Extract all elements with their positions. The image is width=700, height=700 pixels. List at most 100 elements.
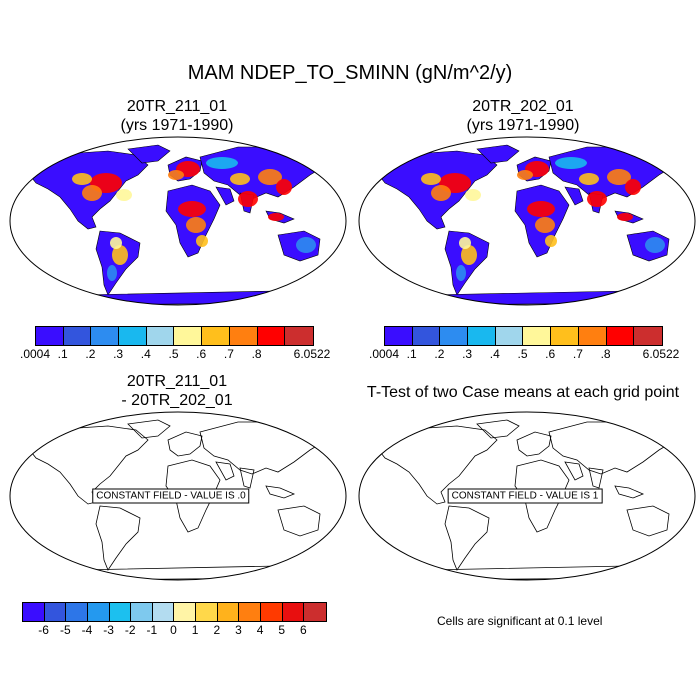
deposition-region [535,217,555,233]
colorbar-swatch [109,603,132,621]
colorbar-swatch [523,327,552,345]
colorbar-tick-label: 6.0522 [293,347,331,361]
continent-outline [27,425,149,505]
colorbar-tick-label: 6 [300,623,307,637]
colorbar-swatch [63,327,92,345]
map-border [358,411,696,581]
deposition-region [112,245,128,265]
continent-outline [548,421,680,475]
colorbar-tick-label: .1 [406,347,417,361]
colorbar-tick-label: 5 [278,623,286,637]
deposition-region [431,185,451,201]
colorbar-tick-label: .7 [223,347,234,361]
colorbar-swatch [66,603,88,621]
colorbar-tick-label: 2 [213,623,221,637]
colorbar-tick-label: .2 [434,347,445,361]
colorbar-tick-label: 6.0522 [642,347,680,361]
colorbar-tick-label: -3 [103,623,114,637]
continent-outline [95,505,141,571]
colorbar-tick-label: .2 [85,347,96,361]
constant-field-message-diff: CONSTANT FIELD - VALUE IS .0 [92,488,250,504]
continent-outline [199,421,331,475]
continent-outline [564,461,604,489]
colorbar-swatch [282,603,305,621]
deposition-region [545,235,557,247]
colorbar-tick-label: .7 [572,347,583,361]
colorbar-swatch [217,603,240,621]
colorbar-tick-label: .3 [462,347,473,361]
deposition-region [517,170,533,180]
continent-outline [277,505,321,537]
colorbar-swatch [131,603,153,621]
colorbar-swatch [440,327,469,345]
map-border [358,136,696,306]
colorbar-swatch [91,327,120,345]
colorbar-tick-label: 1 [191,623,199,637]
colorbar-swatch [36,327,64,345]
colorbar-tick-label: 4 [256,623,264,637]
deposition-region [579,173,599,185]
colorbar-tick-label: .6 [196,347,207,361]
continent-outline [71,290,285,305]
colorbar-swatch [202,327,230,345]
colorbar-swatch [634,327,662,345]
deposition-region [421,173,441,185]
deposition-region [72,173,92,185]
significance-note: Cells are significant at 0.1 level [437,614,603,628]
continent-outline [215,461,255,489]
deposition-region [276,179,292,195]
colorbar-swatch [551,327,579,345]
panel-1-title-line2: (yrs 1971-1990) [120,117,234,134]
deposition-region [107,265,117,281]
colorbar-tick-label: .4 [489,347,500,361]
panel-4-title: T-Test of two Case means at each grid po… [346,383,700,402]
colorbar-swatch [229,327,258,345]
colorbar-tick-label: .3 [113,347,124,361]
colorbar-tick-label: .6 [545,347,556,361]
panel-1-title-line1: 20TR_211_01 [126,98,228,115]
map-panel-3 [9,411,347,581]
deposition-region [625,179,641,195]
deposition-region [268,213,284,221]
colorbar-swatch [196,603,218,621]
colorbar-swatch [304,603,326,621]
colorbar-swatch [495,327,524,345]
panel-4-title-line1: T-Test of two Case means at each grid po… [366,384,680,401]
colorbar-swatch [412,327,441,345]
colorbar-swatch [468,327,496,345]
map-panel-1 [9,136,347,306]
continent-outline [420,565,634,580]
deposition-region [527,201,555,217]
colorbar-swatch [261,603,283,621]
panel-2-title-line2: (yrs 1971-1990) [466,117,580,134]
colorbar-swatch [239,603,262,621]
colorbar-tick-label: 3 [235,623,242,637]
colorbar-difference [22,602,327,622]
colorbar-swatch [174,327,203,345]
colorbar-tick-label: -1 [146,623,158,637]
map-panel-4 [358,411,696,581]
deposition-region [168,170,184,180]
panel-2-title-line1: 20TR_202_01 [472,98,574,115]
deposition-region [645,237,665,253]
colorbar-tick-label: .0004 [19,347,51,361]
deposition-region [82,185,102,201]
continent-outline [476,419,520,439]
continent-outline [127,144,171,164]
colorbar-swatch [44,603,67,621]
colorbar-tick-label: .5 [168,347,179,361]
map-border [9,411,347,581]
deposition-region [459,237,471,249]
continent-outline [376,425,498,505]
map-border [9,136,347,306]
deposition-region [607,169,631,185]
deposition-region [461,245,477,265]
map-panel-2 [358,136,696,306]
colorbar-tick-label: -4 [81,623,93,637]
continent-outline [614,485,645,499]
continent-outline [444,505,490,571]
deposition-region [186,217,206,233]
deposition-region [238,191,258,207]
continent-outline [420,290,634,305]
colorbar-swatch [146,327,175,345]
